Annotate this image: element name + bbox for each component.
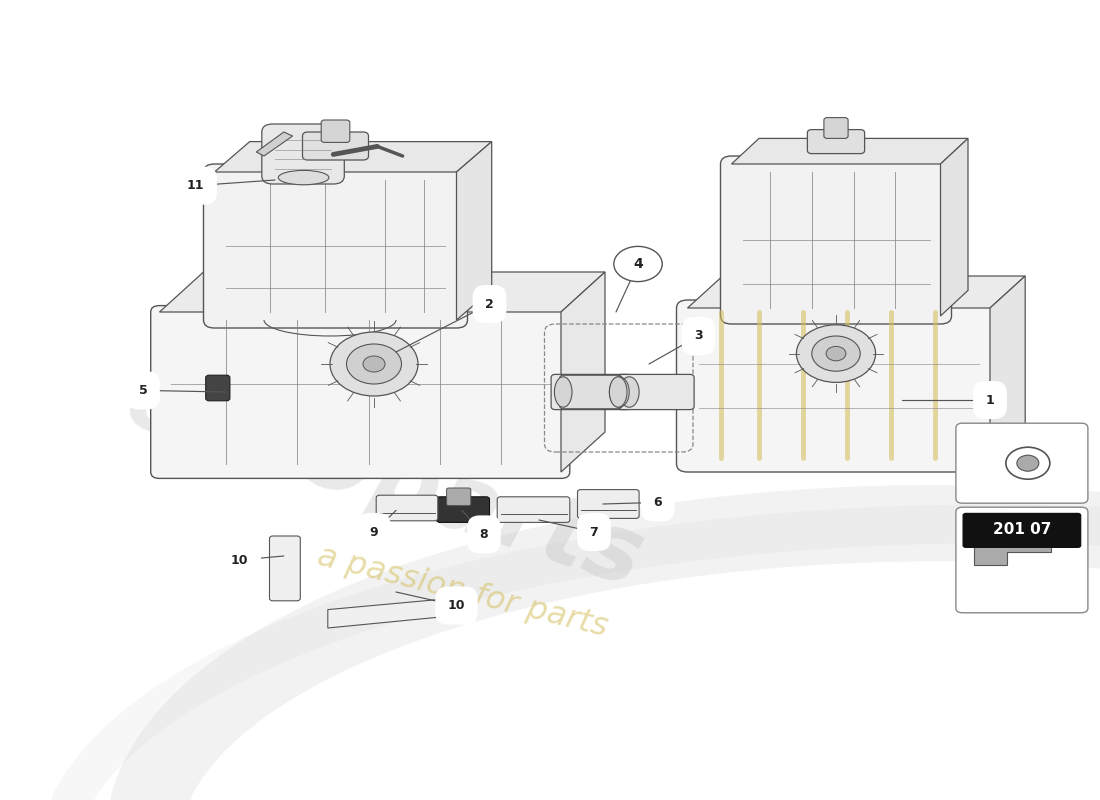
Text: 5: 5 [139,384,147,397]
Circle shape [330,332,418,396]
Text: a passion for parts: a passion for parts [314,541,610,643]
Text: 8: 8 [480,528,488,541]
FancyBboxPatch shape [302,132,368,160]
FancyBboxPatch shape [824,118,848,138]
FancyBboxPatch shape [151,306,570,478]
Polygon shape [328,598,451,628]
FancyBboxPatch shape [206,375,230,401]
Circle shape [826,346,846,361]
Polygon shape [974,539,1050,565]
Text: 9: 9 [370,526,378,538]
FancyBboxPatch shape [376,495,438,521]
Circle shape [346,344,402,384]
FancyBboxPatch shape [617,374,694,410]
FancyBboxPatch shape [676,300,1001,472]
FancyBboxPatch shape [578,490,639,518]
Circle shape [796,325,876,382]
FancyBboxPatch shape [321,120,350,142]
Text: 4: 4 [634,257,642,271]
Polygon shape [160,272,605,312]
Text: 11: 11 [187,179,205,192]
Text: 1985: 1985 [752,198,964,314]
Polygon shape [688,276,1025,308]
FancyBboxPatch shape [551,374,631,410]
Text: 1: 1 [986,394,994,406]
Ellipse shape [609,377,627,407]
Text: 6: 6 [653,496,662,509]
Polygon shape [561,272,605,472]
FancyBboxPatch shape [956,423,1088,503]
Text: 2: 2 [485,298,494,310]
FancyBboxPatch shape [720,156,952,324]
Circle shape [363,356,385,372]
FancyBboxPatch shape [204,164,468,328]
FancyBboxPatch shape [962,513,1081,548]
Ellipse shape [609,377,629,407]
FancyBboxPatch shape [956,507,1088,613]
FancyBboxPatch shape [270,536,300,601]
Polygon shape [256,132,293,156]
FancyBboxPatch shape [497,497,570,522]
Circle shape [614,246,662,282]
Text: 201 07: 201 07 [992,522,1052,537]
Circle shape [812,336,860,371]
Text: 10: 10 [448,599,465,612]
Text: 3: 3 [694,330,703,342]
FancyBboxPatch shape [437,497,490,522]
Ellipse shape [278,170,329,185]
Polygon shape [940,138,968,316]
Polygon shape [732,138,968,164]
FancyBboxPatch shape [807,130,865,154]
Ellipse shape [619,377,639,407]
Polygon shape [456,142,492,320]
Ellipse shape [554,377,572,407]
Text: 7: 7 [590,526,598,538]
FancyBboxPatch shape [560,375,621,409]
Text: eurOparts: eurOparts [116,353,654,607]
Text: 10: 10 [231,554,249,566]
Polygon shape [214,142,492,172]
FancyBboxPatch shape [262,124,344,184]
FancyBboxPatch shape [447,488,471,506]
Polygon shape [990,276,1025,464]
Circle shape [1016,455,1038,471]
